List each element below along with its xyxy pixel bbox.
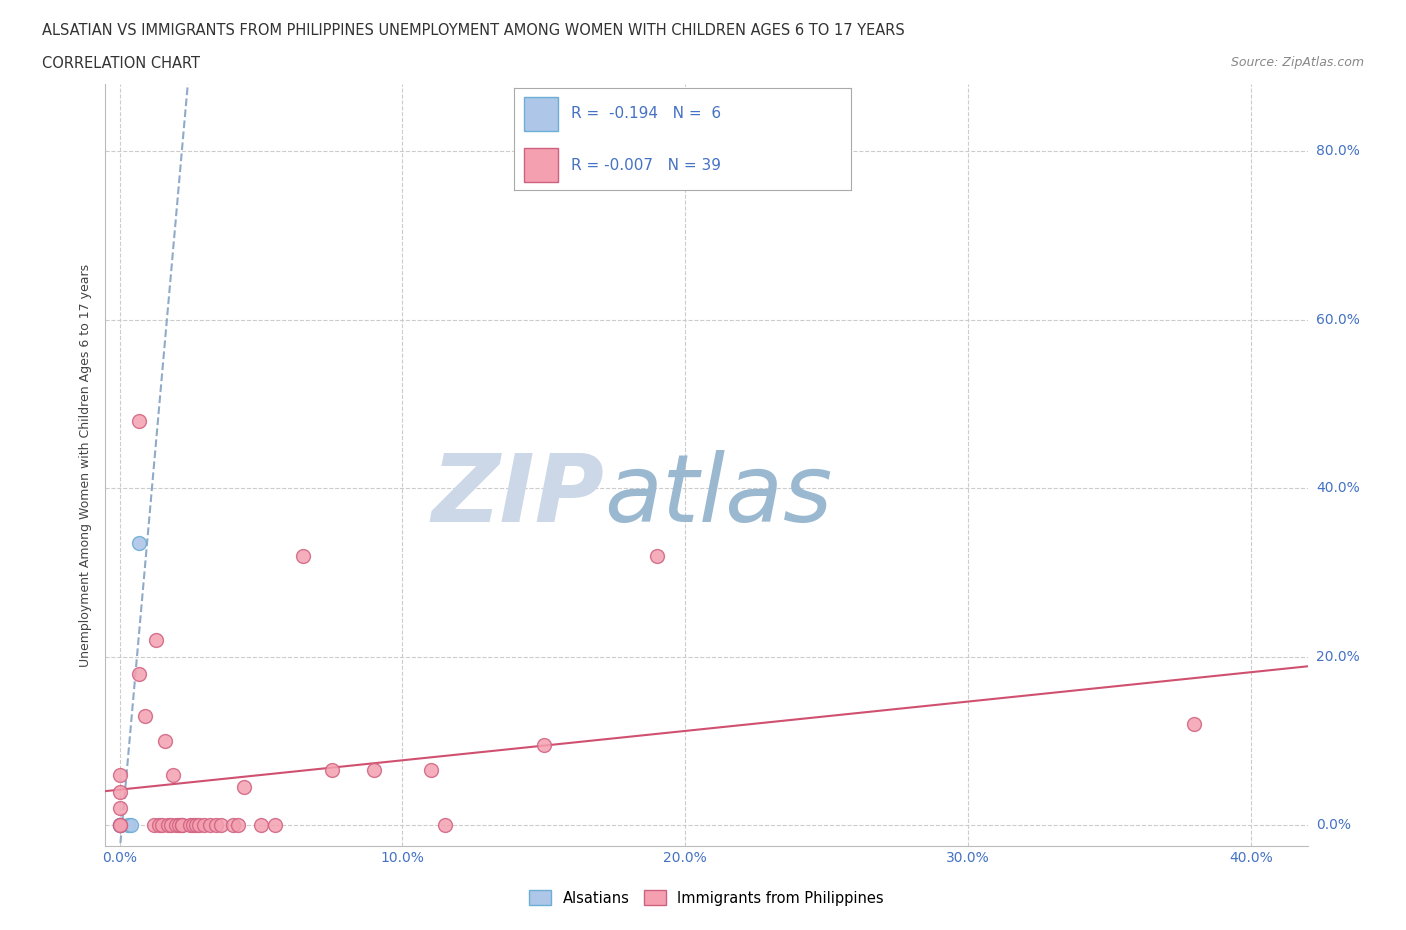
Legend: Alsatians, Immigrants from Philippines: Alsatians, Immigrants from Philippines [523,884,890,911]
Point [250,817,273,832]
Text: 0.0%: 0.0% [1316,818,1351,832]
Point [108,784,131,799]
Point [134,709,156,724]
Point [181,817,204,832]
Point [433,817,456,832]
Point [165,817,187,832]
Text: 40.0%: 40.0% [1316,481,1360,495]
Point [1184,717,1206,732]
Point [222,817,245,832]
Point [419,763,441,777]
Point [108,817,131,832]
Point [159,817,181,832]
Point [264,817,287,832]
Point [145,632,167,647]
Point [228,817,250,832]
Text: ALSATIAN VS IMMIGRANTS FROM PHILIPPINES UNEMPLOYMENT AMONG WOMEN WITH CHILDREN A: ALSATIAN VS IMMIGRANTS FROM PHILIPPINES … [42,23,905,38]
Point [179,817,201,832]
Point [292,548,315,563]
Text: ZIP: ZIP [432,449,605,541]
Point [170,817,193,832]
Point [233,780,256,795]
Point [108,817,131,832]
Point [193,817,215,832]
Point [363,763,385,777]
Point [108,817,131,832]
Point [198,817,221,832]
Point [153,734,176,749]
Point [321,763,343,777]
Point [170,817,193,832]
Point [533,737,555,752]
Point [108,767,131,782]
Point [108,817,131,832]
Point [162,767,184,782]
Point [142,817,165,832]
Point [148,817,170,832]
Point [108,817,131,832]
Point [117,817,139,832]
Point [204,817,226,832]
Point [209,817,232,832]
Text: 80.0%: 80.0% [1316,144,1360,158]
Point [128,536,150,551]
Text: 60.0%: 60.0% [1316,312,1360,326]
Point [645,548,668,563]
Point [120,817,142,832]
Point [108,801,131,816]
Y-axis label: Unemployment Among Women with Children Ages 6 to 17 years: Unemployment Among Women with Children A… [79,263,93,667]
Point [156,817,179,832]
Point [187,817,209,832]
Point [167,817,190,832]
Point [184,817,207,832]
Text: CORRELATION CHART: CORRELATION CHART [42,56,200,71]
Text: Source: ZipAtlas.com: Source: ZipAtlas.com [1230,56,1364,69]
Point [128,666,150,681]
Text: atlas: atlas [605,450,832,541]
Point [128,413,150,428]
Text: 20.0%: 20.0% [1316,650,1360,664]
Point [150,817,173,832]
